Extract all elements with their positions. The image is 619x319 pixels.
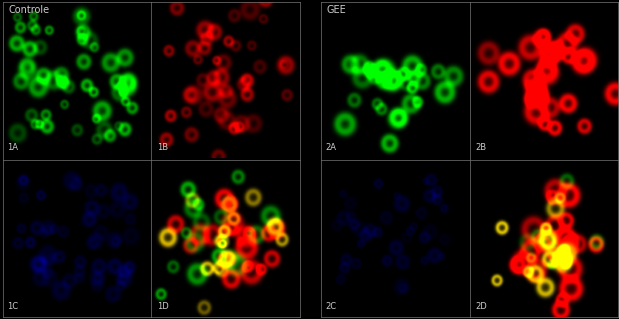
Text: 2D: 2D (475, 302, 487, 311)
Text: 1A: 1A (7, 143, 19, 152)
Text: 2B: 2B (475, 143, 487, 152)
Text: 2C: 2C (326, 302, 337, 311)
Text: GEE: GEE (326, 5, 346, 15)
Text: 1B: 1B (157, 143, 168, 152)
Text: 1D: 1D (157, 302, 169, 311)
Text: 2A: 2A (326, 143, 337, 152)
Text: Controle: Controle (8, 5, 49, 15)
Text: 1C: 1C (7, 302, 19, 311)
